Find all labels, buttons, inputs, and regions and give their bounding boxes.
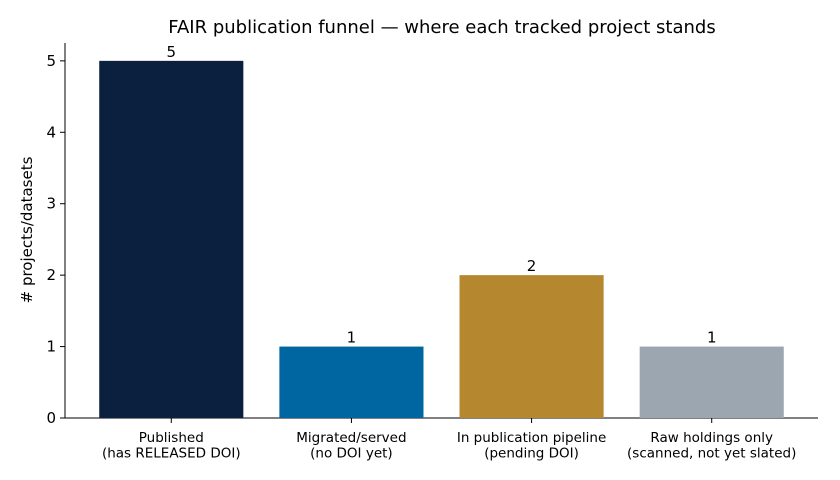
bar: [99, 60, 244, 418]
y-tick-label: 1: [46, 338, 56, 356]
x-tick-label: Migrated/served (no DOI yet): [296, 430, 406, 462]
y-tick-label: 3: [46, 195, 56, 213]
y-tick-label: 2: [46, 266, 56, 284]
y-tick-label: 5: [46, 52, 56, 70]
y-tick-label: 0: [46, 409, 56, 427]
y-tick-label: 4: [46, 123, 56, 141]
chart-title: FAIR publication funnel — where each tra…: [168, 17, 715, 38]
x-tick-label: Raw holdings only (scanned, not yet slate…: [627, 430, 796, 462]
value-label: 1: [707, 329, 717, 347]
bar: [459, 275, 604, 418]
value-label: 5: [167, 43, 177, 61]
value-label: 1: [347, 329, 357, 347]
value-label: 2: [527, 257, 537, 275]
bar: [639, 346, 784, 418]
x-tick-label: In publication pipeline (pending DOI): [457, 430, 606, 462]
bar: [279, 346, 424, 418]
y-axis-label: # projects/datasets: [18, 156, 36, 303]
x-tick-label: Published (has RELEASED DOI): [102, 430, 241, 462]
